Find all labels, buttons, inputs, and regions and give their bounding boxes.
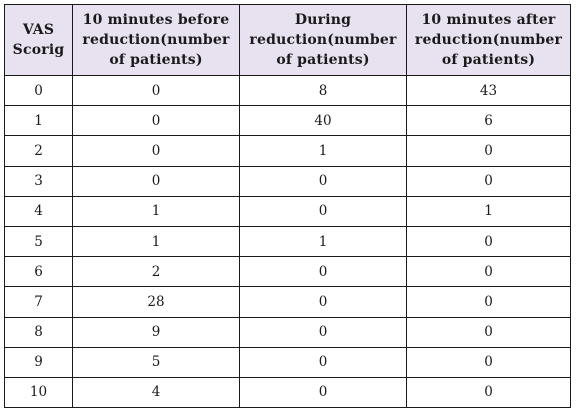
header-line: 10 minutes after (421, 12, 556, 28)
header-line: of patients) (109, 52, 203, 68)
cell-before: 0 (72, 105, 240, 137)
vas-score-table: VAS Scorig 10 minutes before reduction(n… (4, 4, 571, 409)
header-line: reduction(number (82, 32, 230, 48)
cell-vas-score: 10 (4, 376, 73, 409)
cell-after: 6 (406, 105, 571, 137)
header-line: of patients) (441, 52, 536, 68)
cell-during: 0 (239, 195, 407, 227)
cell-during: 0 (239, 376, 407, 409)
cell-before: 9 (72, 316, 240, 348)
header-line: VAS (22, 22, 55, 38)
cell-after: 0 (406, 256, 571, 288)
table-row: 0 0 8 43 (4, 74, 571, 107)
cell-during: 8 (239, 74, 407, 107)
cell-before: 0 (72, 74, 240, 107)
cell-after: 1 (406, 195, 571, 227)
cell-vas-score: 2 (4, 135, 73, 167)
cell-during: 0 (239, 165, 407, 197)
cell-before: 0 (72, 135, 240, 167)
cell-before: 1 (72, 225, 240, 258)
cell-before: 1 (72, 195, 240, 227)
cell-during: 1 (239, 225, 407, 258)
header-before-reduction: 10 minutes before reduction(number of pa… (72, 4, 240, 76)
cell-vas-score: 6 (4, 256, 73, 288)
cell-after: 43 (406, 74, 571, 107)
table-row: 8 9 0 0 (4, 316, 571, 348)
cell-during: 0 (239, 346, 407, 378)
cell-before: 0 (72, 165, 240, 197)
cell-during: 0 (239, 286, 407, 318)
cell-after: 0 (406, 316, 571, 348)
cell-vas-score: 4 (4, 195, 73, 227)
cell-after: 0 (406, 346, 571, 378)
table-row: 6 2 0 0 (4, 256, 571, 288)
table-body: 0 0 8 43 1 0 40 6 2 0 1 0 3 0 0 0 (4, 74, 571, 409)
header-line: Scorig (12, 42, 65, 58)
cell-after: 0 (406, 225, 571, 258)
cell-vas-score: 0 (4, 74, 73, 107)
cell-during: 40 (239, 105, 407, 137)
cell-after: 0 (406, 286, 571, 318)
header-line: During (294, 12, 352, 28)
cell-vas-score: 8 (4, 316, 73, 348)
table-row: 4 1 0 1 (4, 195, 571, 227)
table-row: 1 0 40 6 (4, 105, 571, 137)
header-after-reduction: 10 minutes after reduction(number of pat… (406, 4, 571, 76)
cell-before: 28 (72, 286, 240, 318)
cell-during: 1 (239, 135, 407, 167)
data-table-container: VAS Scorig 10 minutes before reduction(n… (4, 4, 571, 409)
cell-during: 0 (239, 316, 407, 348)
header-during-reduction: During reduction(number of patients) (239, 4, 407, 76)
cell-vas-score: 3 (4, 165, 73, 197)
table-row: 9 5 0 0 (4, 346, 571, 378)
table-header: VAS Scorig 10 minutes before reduction(n… (4, 4, 571, 76)
header-line: 10 minutes before (82, 12, 230, 28)
header-line: reduction(number (249, 32, 397, 48)
cell-vas-score: 5 (4, 225, 73, 258)
cell-after: 0 (406, 376, 571, 409)
cell-vas-score: 1 (4, 105, 73, 137)
table-row: 5 1 1 0 (4, 225, 571, 258)
table-row: 3 0 0 0 (4, 165, 571, 197)
cell-vas-score: 9 (4, 346, 73, 378)
cell-after: 0 (406, 165, 571, 197)
cell-during: 0 (239, 256, 407, 288)
table-row: 10 4 0 0 (4, 376, 571, 409)
cell-before: 2 (72, 256, 240, 288)
cell-before: 4 (72, 376, 240, 409)
table-row: 7 28 0 0 (4, 286, 571, 318)
table-row: 2 0 1 0 (4, 135, 571, 167)
cell-vas-score: 7 (4, 286, 73, 318)
header-row: VAS Scorig 10 minutes before reduction(n… (4, 4, 571, 76)
header-line: reduction(number (414, 32, 563, 48)
header-line: of patients) (276, 52, 370, 68)
cell-after: 0 (406, 135, 571, 167)
header-vas-scoring: VAS Scorig (4, 4, 73, 76)
cell-before: 5 (72, 346, 240, 378)
